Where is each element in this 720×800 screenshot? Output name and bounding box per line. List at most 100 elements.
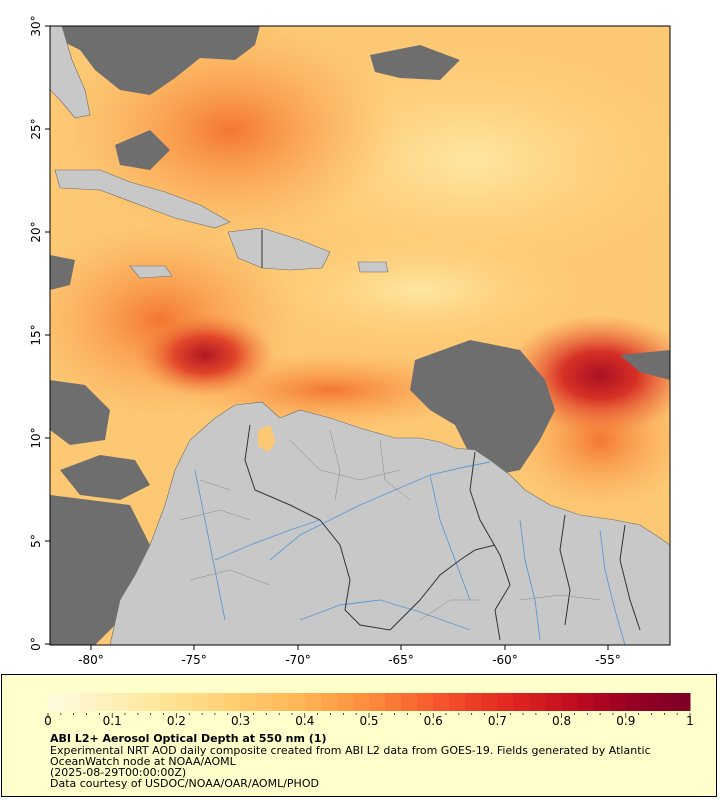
colorbar-segment [320, 693, 338, 711]
colorbar-tick-label: 0.9 [616, 714, 635, 728]
colorbar-tick-label: 0 [44, 714, 52, 728]
river-essequibo [519, 519, 541, 641]
colorbar-segment [160, 693, 177, 711]
colorbar-tick-label: 1 [686, 714, 694, 728]
country-borders [244, 230, 641, 641]
caption-credit: Data courtesy of USDOC/NOAA/OAR/AOML/PHO… [50, 777, 319, 790]
river-magdalena [194, 469, 226, 621]
states-colombia [179, 479, 271, 586]
legend-panel: 0 0.1 0.2 0.3 0.4 0.5 0.6 0.7 0.8 0.9 1 ABI L2+ Ae… [1, 674, 717, 797]
colorbar-segment [336, 693, 354, 711]
nodata-gulf [50, 26, 260, 95]
rivers [194, 461, 626, 645]
land-masses [50, 26, 670, 645]
nodata-panama [60, 455, 150, 500]
colorbar-tick-label: 0.3 [231, 714, 250, 728]
colorbar-segment [369, 693, 386, 711]
lat-tick-label: 0° [29, 637, 43, 651]
colorbar-segment [497, 693, 514, 711]
colorbar-tick-label: 0.7 [488, 714, 507, 728]
colorbar-segment [272, 693, 290, 711]
aod-light-central [250, 230, 590, 350]
land-cuba [54, 169, 231, 229]
colorbar-tick-label: 0.5 [359, 714, 378, 728]
colorbar-tick-label: 0.8 [552, 714, 571, 728]
river-caroni [429, 474, 471, 601]
colorbar-segment [48, 693, 65, 711]
border-guyana-suriname [559, 514, 571, 626]
colorbar-segment [256, 693, 274, 711]
colorbar-segment [224, 693, 242, 711]
caption-date: (2025-08-29T00:00:00Z) [50, 766, 187, 779]
colorbar-segment [673, 693, 691, 711]
river-guiana [599, 529, 626, 645]
colorbar-segment [304, 693, 322, 711]
land-lake-maracaibo [258, 425, 276, 452]
aod-hotspot-caribbean [135, 313, 275, 397]
states-brazil [419, 594, 601, 621]
nodata-regions [50, 26, 670, 645]
colorbar-segment [112, 693, 129, 711]
caption-description-line-1: Experimental NRT AOD daily composite cre… [50, 744, 651, 757]
border-venezuela-brazil [389, 544, 496, 631]
lat-tick-label: 10° [29, 427, 43, 448]
colorbar-segment [593, 693, 611, 711]
lon-tick-label: -60° [492, 653, 518, 667]
lat-tick-label: 30° [29, 15, 43, 36]
colorbar-segment [657, 693, 675, 711]
border-colombia-venezuela [244, 424, 391, 631]
lat-tick-label: 20° [29, 221, 43, 242]
map-layers [50, 26, 670, 645]
colorbar-tick-label: 0.1 [103, 714, 122, 728]
aod-map: 30° 25° 20° 15° 10° 5° 0° -80° -75° -70°… [29, 15, 671, 667]
colorbar-segment [401, 693, 418, 711]
lon-tick-label: -65° [388, 653, 414, 667]
land-hispaniola [227, 227, 331, 271]
colorbar-segment [625, 693, 643, 711]
colorbar-segment [465, 693, 482, 711]
state-borders [179, 429, 601, 621]
colorbar-segment [176, 693, 193, 711]
colorbar-segment [352, 693, 370, 711]
colorbar-segment [144, 693, 161, 711]
border-venezuela-guyana [469, 451, 511, 641]
colorbar-tick-label: 0.2 [167, 714, 186, 728]
colorbar-ticks [47, 713, 691, 718]
colorbar-segment [80, 693, 97, 711]
colorbar-segment [529, 693, 547, 711]
lat-tick-label: 25° [29, 118, 43, 139]
land-puerto-rico [357, 261, 389, 273]
colorbar-segment [513, 693, 530, 711]
colorbar-segment [128, 693, 145, 711]
caption-description-line-2: OceanWatch node at NOAA/AOML [50, 755, 236, 768]
latitude-axis: 30° 25° 20° 15° 10° 5° 0° [29, 15, 50, 651]
colorbar-segment [192, 693, 209, 711]
river-orinoco [269, 461, 491, 561]
colorbar-segment [240, 693, 258, 711]
colorbar-segment [561, 693, 579, 711]
colorbar-segment [449, 693, 466, 711]
colorbar-tick-label: 0.6 [424, 714, 443, 728]
colorbar-labels: 0 0.1 0.2 0.3 0.4 0.5 0.6 0.7 0.8 0.9 1 [44, 714, 694, 728]
nodata-atlantic-east [410, 340, 555, 475]
colorbar-segment [288, 693, 306, 711]
river-negro [299, 599, 471, 631]
lon-tick-label: -80° [78, 653, 104, 667]
colorbar-segment [641, 693, 659, 711]
colorbar-segment [545, 693, 563, 711]
colorbar-segment [96, 693, 113, 711]
longitude-axis: -80° -75° -70° -65° -60° -55° [78, 645, 621, 667]
colorbar-segment [577, 693, 595, 711]
land-jamaica [129, 265, 173, 279]
land-south-america [109, 401, 670, 645]
river-meta [214, 519, 321, 561]
colorbar-segment [208, 693, 226, 711]
nodata-cuba-area [115, 130, 170, 170]
colorbar-segment [481, 693, 498, 711]
nodata-atlantic-far [620, 350, 670, 380]
colorbar-segment [64, 693, 81, 711]
lat-tick-label: 15° [29, 324, 43, 345]
lon-tick-label: -70° [285, 653, 311, 667]
land-florida [50, 26, 91, 119]
nodata-west [50, 255, 75, 290]
